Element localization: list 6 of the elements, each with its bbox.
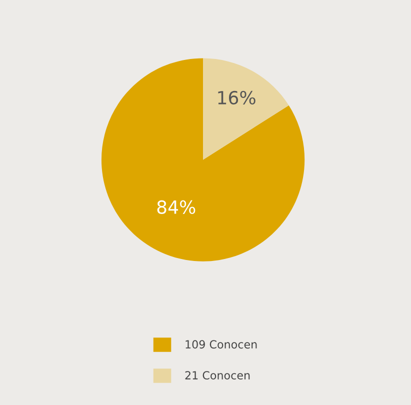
pie-slice	[101, 58, 305, 262]
legend-label: 109 Conocen	[186, 340, 257, 349]
data-label: 84%	[157, 200, 196, 214]
pie-slice	[203, 58, 289, 160]
data-label: 16%	[218, 90, 256, 104]
legend-label: 21 Conocen	[185, 371, 250, 380]
